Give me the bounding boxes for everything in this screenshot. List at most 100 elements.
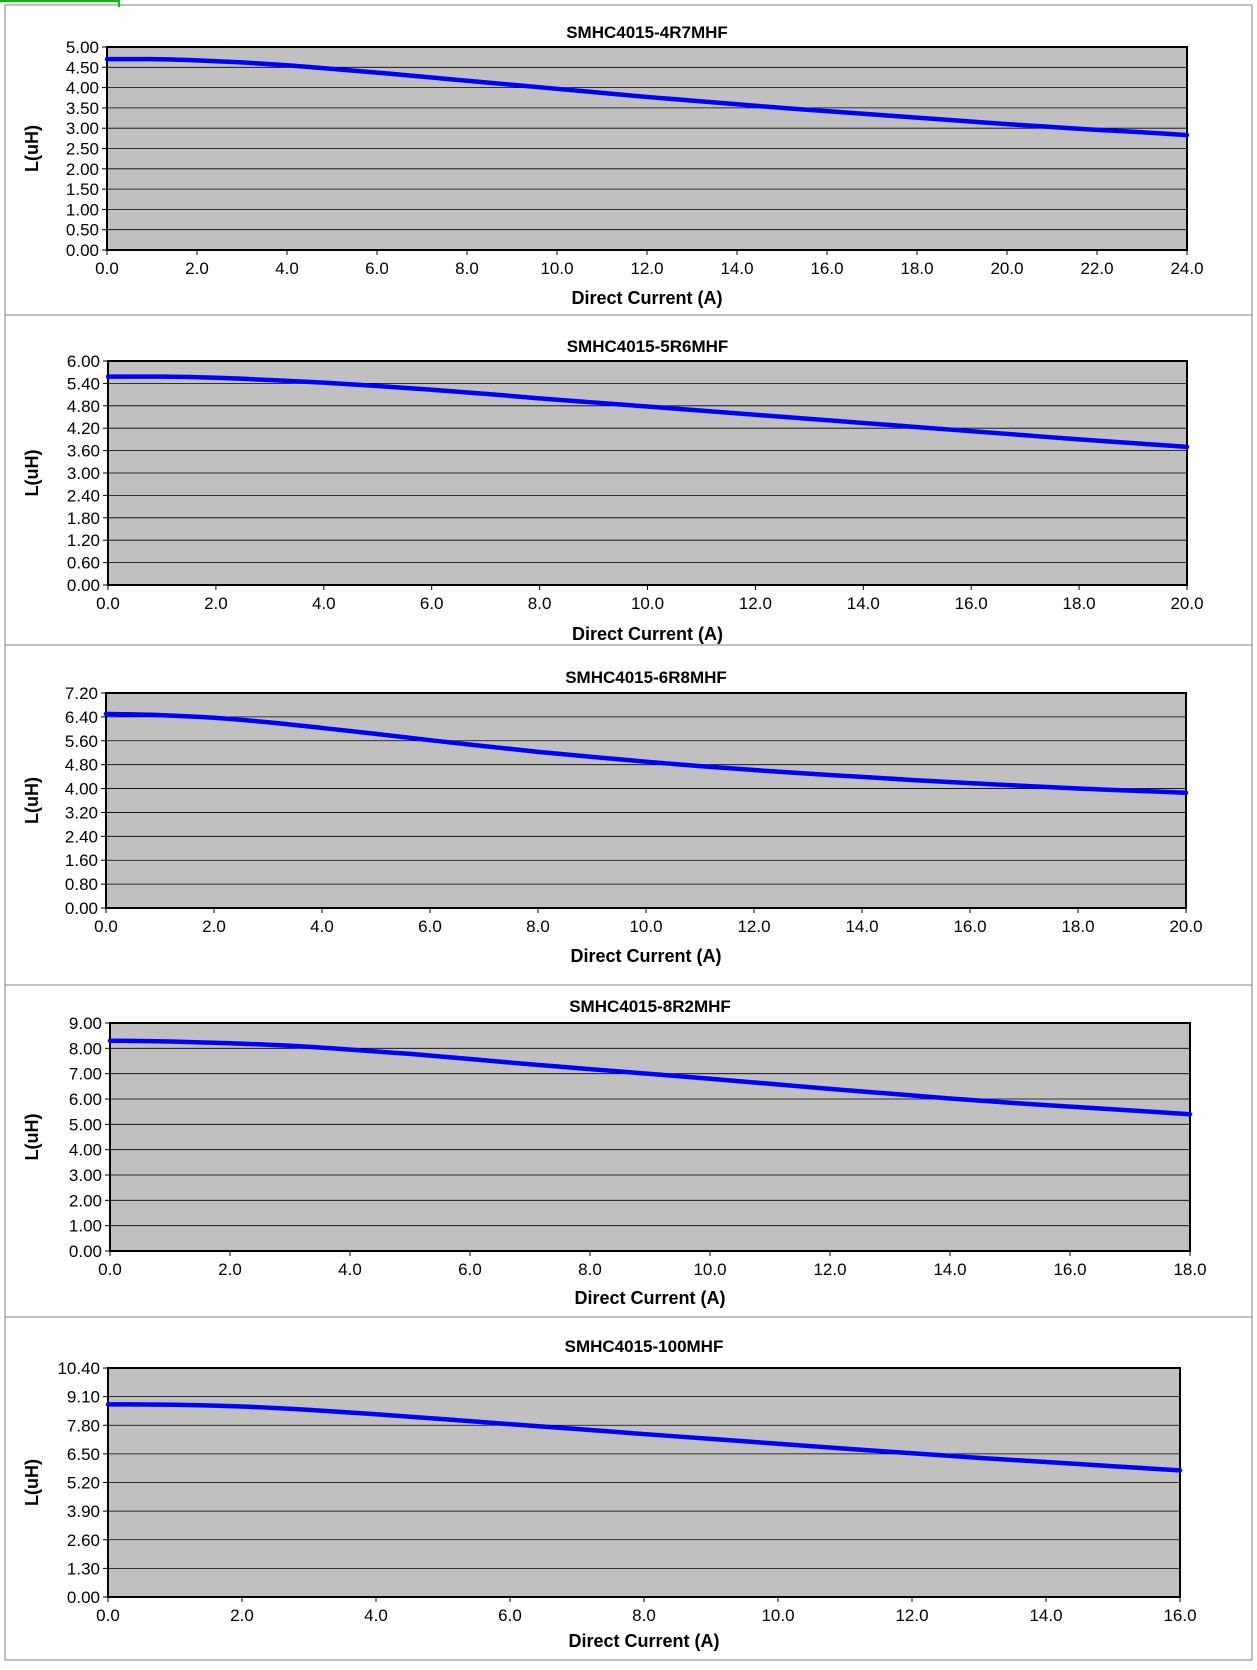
x-tick-label: 2.0: [230, 1606, 254, 1625]
x-tick-label: 0.0: [95, 259, 119, 278]
y-tick-label: 5.60: [65, 732, 98, 751]
y-tick-label: 7.80: [67, 1416, 100, 1435]
x-tick-label: 22.0: [1080, 259, 1113, 278]
plot-border: [106, 46, 1188, 251]
y-tick-label: 1.60: [65, 851, 98, 870]
y-tick-label: 10.40: [57, 1359, 100, 1378]
x-tick-label: 0.0: [98, 1260, 122, 1279]
y-tick-label: 3.00: [67, 464, 100, 483]
series-line-1: [107, 1038, 1193, 1117]
y-axis-label: L(uH): [22, 125, 42, 172]
y-tick-label: 7.00: [69, 1065, 102, 1084]
y-tick-label: 2.40: [67, 486, 100, 505]
y-tick-label: 5.20: [67, 1474, 100, 1493]
x-tick-label: 14.0: [845, 917, 878, 936]
y-tick-label: 0.00: [67, 576, 100, 595]
x-axis-label: Direct Current (A): [571, 288, 722, 308]
y-tick-label: 1.20: [67, 531, 100, 550]
y-tick-label: 2.50: [66, 140, 99, 159]
chart-panel-2: 0.00 0.60 1.20 1.80 2.40 3.00 3.60 4.20 4.80 5.40…: [4, 314, 1253, 646]
y-tick-label: 2.00: [69, 1191, 102, 1210]
x-tick-label: 2.0: [185, 259, 209, 278]
y-tick-label: 5.00: [66, 38, 99, 57]
y-tick-label: 4.00: [69, 1141, 102, 1160]
chart-title: SMHC4015-6R8MHF: [565, 668, 727, 687]
plot-area: [110, 1023, 1190, 1251]
x-tick-label: 14.0: [847, 594, 880, 613]
x-tick-label: 18.0: [900, 259, 933, 278]
x-axis-label: Direct Current (A): [572, 624, 723, 644]
y-axis-label: L(uH): [22, 1459, 42, 1506]
x-tick-label: 16.0: [953, 917, 986, 936]
y-tick-label: 4.00: [65, 780, 98, 799]
y-tick-label: 3.50: [66, 99, 99, 118]
y-tick-label: 0.00: [69, 1242, 102, 1261]
y-tick-label: 5.40: [67, 374, 100, 393]
x-tick-label: 18.0: [1173, 1260, 1206, 1279]
y-tick-label: 6.00: [69, 1090, 102, 1109]
sheet-tab-marker: [0, 0, 120, 7]
x-tick-label: 6.0: [498, 1606, 522, 1625]
y-tick-label: 2.40: [65, 827, 98, 846]
x-tick-label: 8.0: [578, 1260, 602, 1279]
y-tick-label: 3.00: [69, 1166, 102, 1185]
x-tick-label: 2.0: [218, 1260, 242, 1279]
series-line-1: [104, 56, 1190, 138]
y-axis-label: L(uH): [22, 1114, 42, 1161]
y-tick-label: 0.50: [66, 221, 99, 240]
x-tick-label: 18.0: [1061, 917, 1094, 936]
x-tick-label: 20.0: [990, 259, 1023, 278]
x-axis-label: Direct Current (A): [570, 946, 721, 966]
chart-title: SMHC4015-8R2MHF: [569, 997, 731, 1016]
x-tick-label: 0.0: [94, 917, 118, 936]
chart-panel-3: 0.00 0.80 1.60 2.40 3.20 4.00 4.80 5.60 6.40 7.20…: [4, 644, 1253, 986]
y-tick-label: 2.00: [66, 160, 99, 179]
y-tick-label: 4.00: [66, 79, 99, 98]
x-tick-label: 10.0: [629, 917, 662, 936]
plot-border: [107, 1367, 1181, 1598]
chart-panel-1: 0.000.50 1.001.502.002.50 3.003.504.00 4.50…: [4, 4, 1253, 316]
y-tick-label: 0.60: [67, 554, 100, 573]
x-tick-label: 6.0: [420, 594, 444, 613]
y-tick-label: 4.20: [67, 419, 100, 438]
x-tick-label: 24.0: [1170, 259, 1203, 278]
x-tick-label: 4.0: [310, 917, 334, 936]
x-tick-label: 8.0: [528, 594, 552, 613]
y-tick-label: 1.80: [67, 509, 100, 528]
y-tick-label: 1.00: [66, 200, 99, 219]
x-tick-label: 10.0: [540, 259, 573, 278]
y-tick-label: 2.60: [67, 1531, 100, 1550]
y-tick-label: 0.80: [65, 875, 98, 894]
y-tick-label: 4.50: [66, 58, 99, 77]
y-tick-label: 3.00: [66, 119, 99, 138]
x-tick-label: 8.0: [632, 1606, 656, 1625]
x-tick-label: 16.0: [810, 259, 843, 278]
y-tick-label: 9.10: [67, 1388, 100, 1407]
x-tick-label: 10.0: [761, 1606, 794, 1625]
y-tick-label: 1.00: [69, 1217, 102, 1236]
x-tick-label: 4.0: [312, 594, 336, 613]
x-tick-label: 6.0: [365, 259, 389, 278]
plot-border: [105, 692, 1187, 909]
plot-border: [107, 360, 1188, 586]
y-tick-label: 0.00: [67, 1588, 100, 1607]
x-tick-label: 10.0: [631, 594, 664, 613]
x-tick-label: 6.0: [418, 917, 442, 936]
x-tick-label: 16.0: [1053, 1260, 1086, 1279]
y-tick-label: 3.20: [65, 803, 98, 822]
y-tick-label: 6.00: [67, 352, 100, 371]
series-line-1: [105, 1402, 1183, 1473]
plot-area: [106, 693, 1186, 908]
x-tick-label: 20.0: [1170, 594, 1203, 613]
y-tick-label: 3.90: [67, 1502, 100, 1521]
x-tick-label: 2.0: [204, 594, 228, 613]
y-tick-label: 7.20: [65, 684, 98, 703]
x-axis-label: Direct Current (A): [574, 1288, 725, 1308]
y-axis-label: L(uH): [22, 777, 42, 824]
y-tick-label: 4.80: [65, 756, 98, 775]
x-tick-label: 10.0: [693, 1260, 726, 1279]
plot-border: [109, 1022, 1191, 1252]
x-tick-label: 18.0: [1063, 594, 1096, 613]
y-tick-label: 3.60: [67, 442, 100, 461]
